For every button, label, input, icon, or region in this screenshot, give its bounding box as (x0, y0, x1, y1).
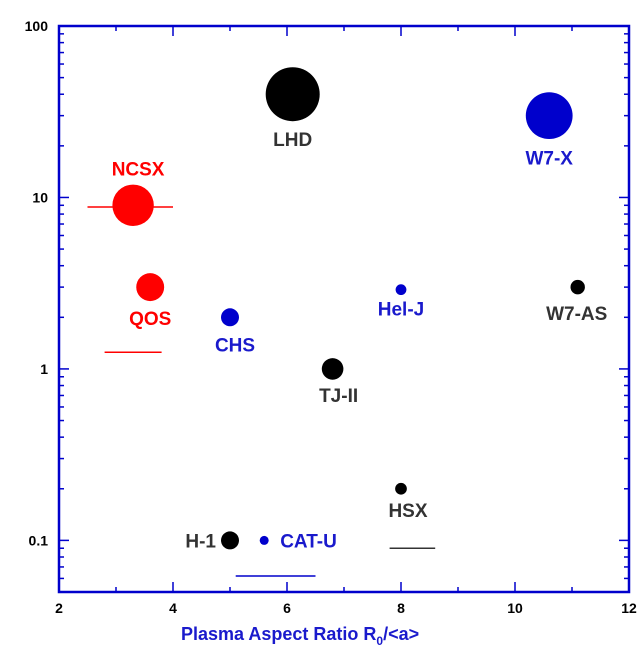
data-point-w7-as (570, 279, 585, 295)
axis-ticks (58, 26, 630, 593)
point-label-hel-j: Hel-J (378, 300, 424, 321)
x-axis-title: Plasma Aspect Ratio R0/<a> (181, 624, 419, 648)
data-point-hsx (395, 482, 407, 495)
point-label-hsx: HSX (388, 501, 427, 522)
data-point-lhd (265, 67, 320, 122)
x-tick-label: 6 (283, 600, 291, 616)
data-point-qos (136, 273, 165, 302)
point-label-lhd: LHD (273, 130, 312, 151)
point-label-h-1: H-1 (185, 531, 216, 552)
y-tick-label: 1 (40, 361, 48, 377)
point-label-qos: QOS (129, 309, 171, 330)
data-point-ncsx (112, 184, 154, 227)
data-point-chs (221, 308, 239, 327)
y-tick-label: 0.1 (29, 532, 49, 548)
data-point-h-1 (221, 531, 239, 550)
data-point-hel-j (395, 284, 407, 296)
point-labels: LHD W7-X NCSX QOS CHS Hel-J W7-AS TJ-II HSX H-1 CA… (112, 130, 608, 552)
point-label-chs: CHS (215, 335, 255, 356)
data-point-cat-u (259, 535, 269, 545)
y-tick-label: 100 (25, 18, 49, 34)
axis-tick-labels: 2 4 6 8 10 12 0.1 1 10 100 (25, 18, 637, 616)
point-label-w7-x: W7-X (525, 149, 573, 170)
y-tick-label: 10 (32, 189, 48, 205)
x-tick-label: 2 (55, 600, 63, 616)
point-label-tj-ii: TJ-II (319, 386, 358, 407)
x-tick-label: 8 (397, 600, 405, 616)
data-points (112, 67, 585, 550)
data-point-tj-ii (321, 358, 344, 380)
data-point-w7-x (525, 92, 573, 140)
point-label-ncsx: NCSX (112, 159, 165, 180)
x-tick-label: 10 (507, 600, 523, 616)
x-tick-label: 4 (169, 600, 177, 616)
reference-lines (87, 206, 436, 577)
x-tick-label: 12 (621, 600, 637, 616)
point-label-cat-u: CAT-U (280, 531, 337, 552)
point-label-w7-as: W7-AS (546, 304, 607, 325)
